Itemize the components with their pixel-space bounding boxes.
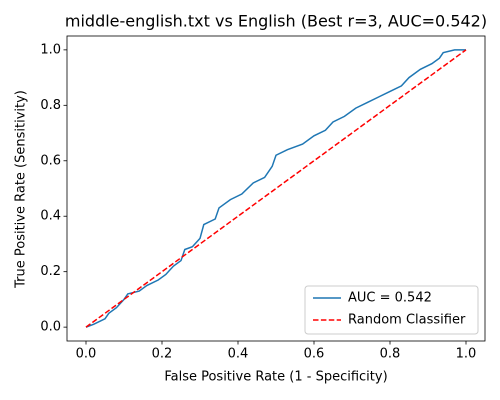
legend-box	[304, 285, 479, 335]
y-tick-label: 0.4	[40, 209, 61, 224]
x-tick-label: 0.0	[76, 347, 97, 362]
y-tick-label: 0.0	[40, 320, 61, 335]
x-axis-label: False Positive Rate (1 - Specificity)	[164, 370, 387, 385]
legend: AUC = 0.542 Random Classifier	[304, 285, 479, 335]
x-tick-label: 1.0	[456, 347, 477, 362]
x-tick-label: 0.8	[380, 347, 401, 362]
y-tick-label: 0.2	[40, 264, 61, 279]
legend-label: AUC = 0.542	[348, 291, 432, 306]
legend-label: Random Classifier	[348, 313, 466, 328]
y-tick-label: 0.8	[40, 98, 61, 113]
chart-title: middle-english.txt vs English (Best r=3,…	[65, 12, 487, 31]
x-tick-label: 0.2	[152, 347, 173, 362]
series-line	[85, 49, 467, 328]
y-tick-label: 1.0	[40, 42, 61, 57]
series-line	[85, 49, 466, 328]
y-tick-label: 0.6	[40, 153, 61, 168]
x-tick-label: 0.6	[304, 347, 325, 362]
y-axis-label: True Positive Rate (Sensitivity)	[14, 90, 29, 289]
x-tick-label: 0.4	[228, 347, 249, 362]
plot-frame	[66, 35, 486, 342]
